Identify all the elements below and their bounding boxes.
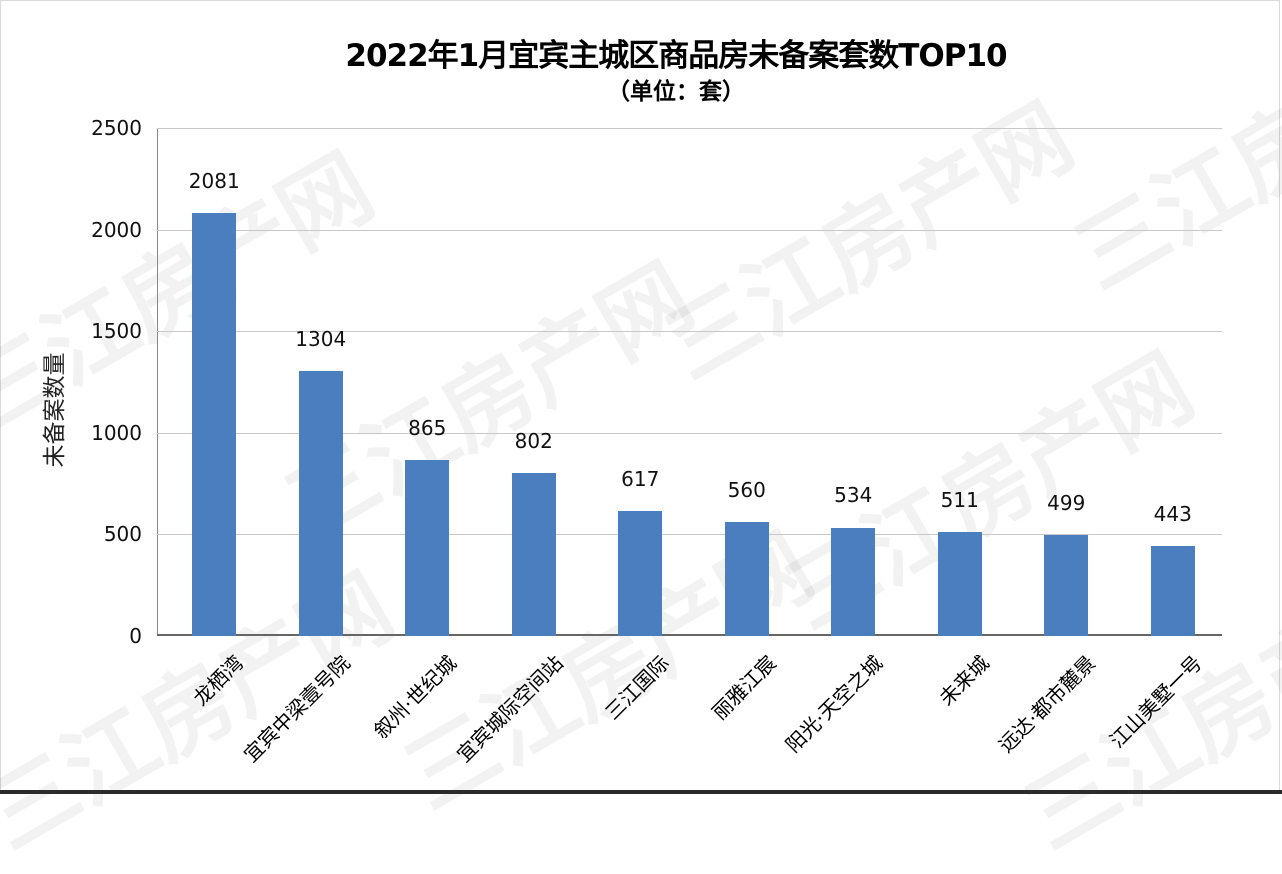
bar: [618, 510, 663, 636]
bar: [831, 527, 876, 636]
bar: [405, 460, 450, 636]
bar: [724, 522, 769, 636]
y-axis-label: 未备案数量: [42, 352, 68, 468]
data-label: 511: [940, 488, 979, 513]
y-axis-line: [157, 128, 158, 636]
plot-area: 2081 1304 865 802 617 560 534 511 499 443: [157, 128, 1222, 636]
chart-title: 2022年1月宜宾主城区商品房未备案套数TOP10: [345, 38, 1007, 74]
data-label: 499: [1047, 490, 1086, 515]
y-tick-label: 2000: [91, 217, 142, 242]
bar: [511, 473, 556, 636]
bottom-border: [0, 790, 1282, 794]
bar: [298, 371, 343, 636]
gridline: [157, 534, 1222, 536]
data-label: 1304: [295, 327, 347, 352]
data-label: 560: [727, 478, 766, 503]
y-tick-label: 1500: [91, 319, 142, 344]
data-label: 802: [514, 429, 553, 454]
y-tick-label: 0: [129, 624, 142, 648]
data-label: 865: [408, 416, 447, 441]
gridline: [157, 229, 1222, 231]
data-label: 534: [834, 483, 873, 508]
chart-subtitle: （单位：套）: [607, 79, 745, 105]
y-tick-label: 2500: [91, 116, 142, 140]
y-tick-label: 500: [103, 522, 142, 547]
data-label: 443: [1153, 501, 1192, 526]
y-tick-label: 1000: [91, 420, 142, 445]
bar: [937, 532, 982, 636]
bar: [192, 213, 237, 636]
gridline: [157, 432, 1222, 434]
gridline: [157, 331, 1222, 333]
x-axis-line: [157, 634, 1222, 636]
gridline: [157, 128, 1222, 129]
data-label: 2081: [188, 169, 240, 194]
bar: [1044, 534, 1089, 636]
data-label: 617: [621, 466, 660, 491]
bar: [1150, 545, 1195, 636]
